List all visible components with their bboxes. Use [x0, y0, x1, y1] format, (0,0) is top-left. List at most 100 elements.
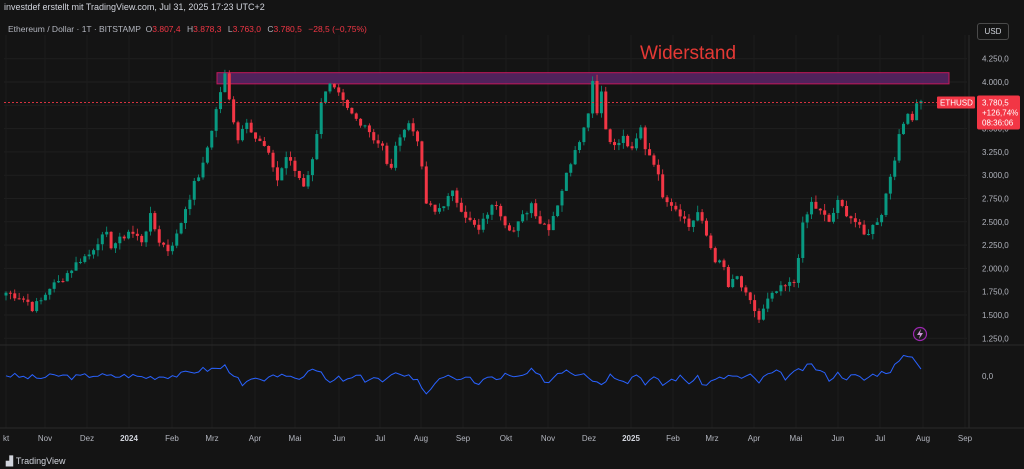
tradingview-brand: ▟ TradingView — [6, 456, 65, 467]
candle-body — [814, 201, 818, 209]
brand-label: TradingView — [15, 456, 66, 466]
candle-body — [122, 236, 126, 239]
candle-body — [433, 204, 437, 212]
time-tick-label: Dez — [582, 434, 596, 443]
candle-body — [157, 229, 161, 243]
time-tick-label: Aug — [916, 434, 930, 443]
candle-body — [542, 223, 546, 225]
candle-body — [468, 217, 472, 221]
price-tick-label: 2.000,0 — [982, 264, 1009, 273]
price-tick-label: 4.250,0 — [982, 55, 1009, 64]
candle-body — [766, 298, 770, 309]
candle-body — [713, 248, 717, 263]
time-tick-label: Sep — [456, 434, 471, 443]
candle-body — [105, 231, 109, 235]
candle-body — [219, 92, 223, 110]
candle-body — [884, 193, 888, 215]
candle-body — [880, 214, 884, 223]
candle-body — [783, 285, 787, 287]
candle-body — [836, 199, 840, 213]
candle-body — [648, 149, 652, 156]
candle-body — [162, 242, 166, 245]
price-tag: ETHUSD 3.780,5+126,74%08:36:06 — [937, 95, 1020, 130]
candle-body — [595, 80, 599, 114]
time-tick-label: Apr — [249, 434, 262, 443]
candle-body — [442, 206, 446, 209]
price-tick-label: 1.750,0 — [982, 288, 1009, 297]
candle-body — [779, 285, 783, 292]
candle-body — [687, 218, 691, 227]
tradingview-logo-icon: ▟ — [6, 456, 13, 466]
candle-body — [127, 231, 131, 239]
candle-body — [341, 92, 345, 100]
candle-body — [564, 172, 568, 191]
candle-body — [74, 262, 78, 271]
candle-body — [661, 174, 665, 198]
candle-body — [691, 220, 695, 227]
candle-body — [170, 245, 174, 252]
candle-body — [332, 83, 336, 88]
candle-body — [547, 224, 551, 231]
candle-body — [700, 212, 704, 221]
ohlc-high-value: 3.878,3 — [193, 24, 222, 34]
candle-body — [477, 224, 481, 230]
price-change: −28,5 (−0,75%) — [308, 24, 367, 34]
candle-body — [753, 300, 757, 312]
candle-body — [315, 134, 319, 160]
candle-body — [319, 102, 323, 135]
candle-body — [486, 214, 490, 219]
candle-body — [735, 276, 739, 279]
time-tick-label: Apr — [748, 434, 761, 443]
candle-body — [630, 146, 634, 149]
candle-body — [499, 205, 503, 217]
candle-body — [451, 190, 455, 197]
candle-body — [109, 231, 113, 249]
candle-body — [407, 123, 411, 130]
candle-body — [437, 208, 441, 212]
time-tick-label: Mai — [790, 434, 803, 443]
candle-body — [831, 212, 835, 222]
candle-body — [472, 220, 476, 225]
currency-button[interactable]: USD — [977, 23, 1009, 40]
price-tag-price: 3.780,5 — [982, 98, 1009, 107]
candle-body — [866, 234, 870, 236]
candle-body — [205, 147, 209, 163]
candle-body — [643, 127, 647, 150]
resistance-zone-box — [216, 72, 950, 85]
ohlc-open-value: 3.807,4 — [152, 24, 181, 34]
candle-body — [788, 281, 792, 286]
candle-body — [385, 145, 389, 164]
candle-body — [915, 103, 919, 121]
time-tick-label: Sep — [958, 434, 973, 443]
price-tag-percent: +126,74% — [982, 108, 1018, 117]
candle-body — [740, 276, 744, 288]
candle-body — [293, 160, 297, 171]
candle-body — [153, 213, 157, 230]
ohlc-low-key: L — [227, 24, 233, 34]
candle-body — [381, 143, 385, 146]
candle-body — [302, 178, 306, 187]
ohlc-open-key: O — [145, 24, 153, 34]
candle-body — [61, 281, 65, 283]
candle-body — [888, 176, 892, 194]
time-tick-label: Dez — [80, 434, 94, 443]
time-tick-label: kt — [3, 434, 10, 443]
oscillator-zero-label: 0,0 — [982, 372, 994, 381]
candle-body — [201, 162, 205, 178]
candle-body — [591, 80, 595, 114]
candle-body — [512, 230, 516, 232]
time-tick-label: Mrz — [205, 434, 218, 443]
candle-body — [267, 146, 271, 153]
ohlc-high-key: H — [187, 24, 194, 34]
price-tick-label: 2.750,0 — [982, 195, 1009, 204]
price-tick-label: 2.500,0 — [982, 218, 1009, 227]
candle-body — [284, 157, 288, 169]
candle-body — [529, 203, 533, 214]
candle-body — [249, 122, 253, 133]
symbol-legend: Ethereum / Dollar · 1T · BITSTAMP O3.807… — [8, 24, 371, 34]
candle-body — [92, 250, 96, 255]
candle-body — [83, 256, 87, 262]
candle-body — [704, 220, 708, 236]
lightning-icon — [917, 329, 923, 339]
candle-body — [39, 300, 43, 302]
